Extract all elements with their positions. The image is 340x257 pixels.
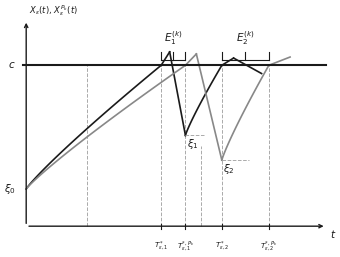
Text: $t$: $t$ (329, 228, 336, 240)
Text: $\xi_2$: $\xi_2$ (223, 162, 235, 176)
Text: $T_{\varepsilon,1}^{*,P_k}$: $T_{\varepsilon,1}^{*,P_k}$ (177, 240, 194, 253)
Text: $\xi_0$: $\xi_0$ (4, 182, 16, 196)
Text: $\xi_1$: $\xi_1$ (187, 137, 199, 151)
Text: $X_{\varepsilon}(t),\, X_{\varepsilon}^{P_k}(t)$: $X_{\varepsilon}(t),\, X_{\varepsilon}^{… (29, 3, 78, 18)
Text: $E_1^{(k)}$: $E_1^{(k)}$ (164, 29, 183, 47)
Text: $T_{\varepsilon,2}^{*,P_k}$: $T_{\varepsilon,2}^{*,P_k}$ (260, 240, 277, 253)
Text: $T_{\varepsilon,2}^*$: $T_{\varepsilon,2}^*$ (215, 240, 229, 253)
Text: $E_2^{(k)}$: $E_2^{(k)}$ (236, 29, 255, 47)
Text: $T_{\varepsilon,1}^*$: $T_{\varepsilon,1}^*$ (154, 240, 168, 253)
Text: $c$: $c$ (8, 60, 16, 70)
